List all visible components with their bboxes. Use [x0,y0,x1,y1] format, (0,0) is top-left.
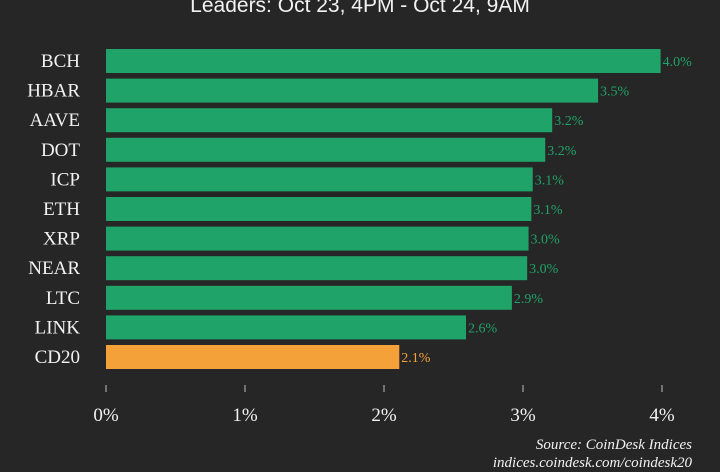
value-label-near: 3.0% [529,262,559,277]
value-label-ltc: 2.9% [514,292,544,307]
chart-title: Leaders: Oct 23, 4PM - Oct 24, 9AM [190,0,530,17]
bar-ltc [106,285,512,310]
x-tick-label: 4% [649,405,675,426]
bar-aave [106,108,553,133]
x-tick-label: 2% [371,405,397,426]
value-label-hbar: 3.5% [600,85,630,100]
value-label-xrp: 3.0% [531,233,561,248]
bar-icp [106,167,533,192]
bar-near [106,256,528,281]
value-label-link: 2.6% [468,321,498,336]
source-line: Source: CoinDesk Indices [535,437,692,453]
bar-hbar [106,78,599,103]
bars-group: BCH 4.0% HBAR 3.5% AAVE 3.2% DOT 3.2% ICP 3.1% ETH… [27,49,692,369]
category-label-link: LINK [35,317,81,338]
category-label-bch: BCH [41,51,80,72]
bar-xrp [106,226,529,251]
category-label-xrp: XRP [43,229,80,250]
category-label-dot: DOT [41,140,80,161]
value-label-bch: 4.0% [663,55,693,70]
bar-link [106,315,467,340]
category-label-cd20: CD20 [35,347,80,368]
category-label-aave: AAVE [30,110,80,131]
bar-cd20 [106,345,400,369]
bar-dot [106,137,546,162]
category-label-icp: ICP [50,169,80,190]
value-label-aave: 3.2% [554,114,584,129]
category-label-near: NEAR [28,258,80,279]
category-label-hbar: HBAR [27,81,80,102]
category-label-eth: ETH [43,199,80,220]
bar-bch [106,49,661,73]
category-label-ltc: LTC [46,288,80,309]
value-label-icp: 3.1% [535,173,565,188]
source-note: Source: CoinDesk Indices indices.coindes… [493,436,692,472]
value-label-eth: 3.1% [533,203,563,218]
x-tick-label: 0% [93,405,119,426]
value-label-dot: 3.2% [547,144,577,159]
bar-eth [106,197,532,221]
source-url: indices.coindesk.com/coindesk20 [492,455,692,471]
x-axis: 0% 1% 2% 3% 4% [93,385,675,426]
x-tick-label: 1% [232,405,258,426]
value-label-cd20: 2.1% [401,351,431,366]
x-tick-label: 3% [510,405,536,426]
